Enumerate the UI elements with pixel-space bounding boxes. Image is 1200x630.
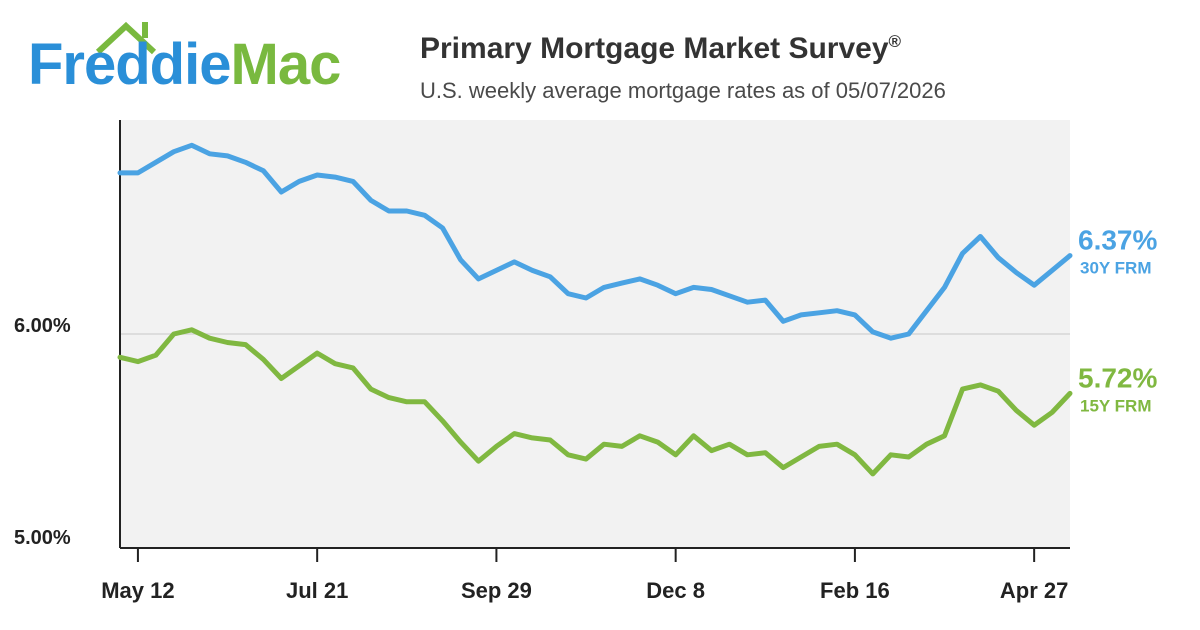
- logo-word-freddie: Freddie: [28, 32, 231, 97]
- logo-word-mac: Mac: [230, 32, 342, 97]
- x-tick-label: Jul 21: [286, 578, 348, 603]
- x-tick-label: Dec 8: [646, 578, 705, 603]
- freddie-mac-logo: FreddieMac: [26, 16, 386, 106]
- series-line-30y: [117, 142, 1073, 341]
- chart-title-text: Primary Mortgage Market Survey: [420, 32, 889, 65]
- series-line-15y: [117, 327, 1073, 477]
- series-end-value: 6.37%: [1078, 225, 1157, 256]
- y-tick-label: 5.00%: [14, 527, 71, 549]
- series-name-label: 30Y FRM: [1080, 259, 1152, 278]
- chart-subtitle: U.S. weekly average mortgage rates as of…: [420, 78, 946, 103]
- x-tick-label: Sep 29: [461, 578, 532, 603]
- x-tick-label: Apr 27: [1000, 578, 1068, 603]
- x-tick-label: May 12: [101, 578, 174, 603]
- series-name-label: 15Y FRM: [1080, 396, 1152, 415]
- registered-mark: ®: [888, 32, 902, 51]
- chart-title: Primary Mortgage Market Survey®: [420, 32, 901, 66]
- series-end-value: 5.72%: [1078, 362, 1157, 393]
- logo-wordmark: FreddieMac: [28, 36, 341, 94]
- x-tick-label: Feb 16: [820, 578, 890, 603]
- y-tick-label: 6.00%: [14, 315, 71, 337]
- house-roof-icon: [95, 21, 157, 55]
